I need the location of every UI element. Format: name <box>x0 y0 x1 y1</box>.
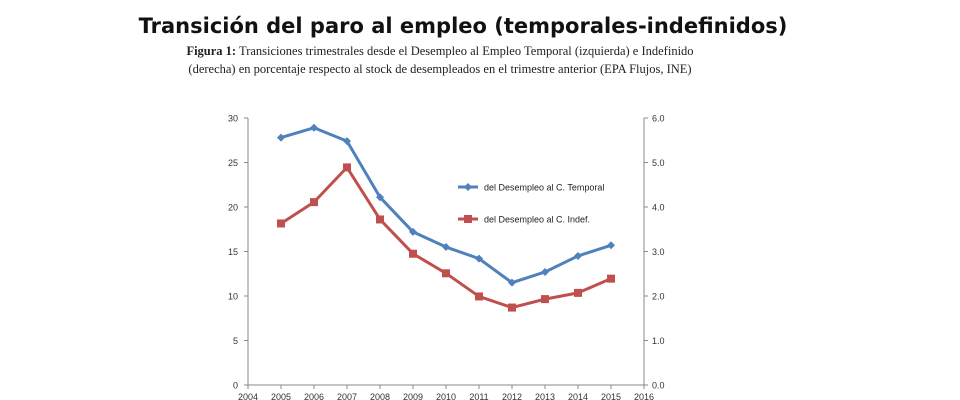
data-point-1 <box>376 193 384 202</box>
y-left-tick-label: 10 <box>228 292 238 302</box>
data-point-1 <box>574 251 582 260</box>
data-point-1 <box>475 254 483 263</box>
data-point-1 <box>310 123 318 132</box>
data-point-2 <box>409 249 417 258</box>
page-title: Transición del paro al empleo (temporale… <box>138 14 788 38</box>
legend-marker-1 <box>464 183 472 191</box>
data-point-1 <box>442 243 450 252</box>
x-tick-label: 2012 <box>502 392 522 400</box>
data-point-2 <box>310 198 318 207</box>
data-point-1 <box>607 241 615 250</box>
y-right-tick-label: 5.0 <box>652 158 665 168</box>
data-point-2 <box>475 292 483 301</box>
x-tick-label: 2011 <box>469 392 488 400</box>
x-tick-label: 2009 <box>403 392 423 400</box>
y-right-tick-label: 0.0 <box>652 381 665 391</box>
y-right-tick-label: 2.0 <box>652 292 665 302</box>
x-tick-label: 2015 <box>601 392 621 400</box>
legend-label-1: del Desempleo al C. Temporal <box>484 183 604 193</box>
figure-caption-text: Transiciones trimestrales desde el Desem… <box>188 44 694 76</box>
legend-marker-2 <box>464 215 472 223</box>
figure-caption-label: Figura 1: <box>186 44 237 58</box>
data-point-2 <box>277 219 285 228</box>
data-point-2 <box>343 163 351 172</box>
y-left-tick-label: 5 <box>233 336 238 346</box>
data-point-2 <box>376 215 384 224</box>
x-tick-label: 2010 <box>436 392 456 400</box>
data-point-1 <box>541 267 549 276</box>
y-left-tick-label: 0 <box>233 381 238 391</box>
data-point-2 <box>442 269 450 278</box>
y-right-tick-label: 4.0 <box>652 203 665 213</box>
x-tick-label: 2006 <box>304 392 324 400</box>
x-tick-label: 2013 <box>535 392 555 400</box>
x-tick-label: 2005 <box>271 392 291 400</box>
x-tick-label: 2004 <box>238 392 258 400</box>
x-tick-label: 2014 <box>568 392 588 400</box>
data-point-1 <box>409 227 417 236</box>
y-left-tick-label: 25 <box>228 158 238 168</box>
figure-caption: Figura 1: Transiciones trimestrales desd… <box>180 43 700 78</box>
y-right-tick-label: 1.0 <box>652 336 665 346</box>
data-point-1 <box>343 137 351 146</box>
data-point-2 <box>541 295 549 304</box>
series-line-1 <box>280 126 612 285</box>
x-tick-label: 2008 <box>370 392 390 400</box>
y-left-tick-label: 30 <box>228 114 238 124</box>
data-point-1 <box>277 133 285 142</box>
y-left-tick-label: 20 <box>228 203 238 213</box>
x-tick-label: 2016 <box>634 392 654 400</box>
data-point-1 <box>508 278 516 287</box>
data-point-2 <box>607 274 615 283</box>
legend-label-2: del Desempleo al C. Indef. <box>484 215 590 225</box>
y-left-tick-label: 15 <box>228 247 238 257</box>
y-right-tick-label: 6.0 <box>652 114 665 124</box>
data-point-2 <box>508 303 516 312</box>
y-right-tick-label: 3.0 <box>652 247 665 257</box>
x-tick-label: 2007 <box>337 392 357 400</box>
data-point-2 <box>574 288 582 297</box>
